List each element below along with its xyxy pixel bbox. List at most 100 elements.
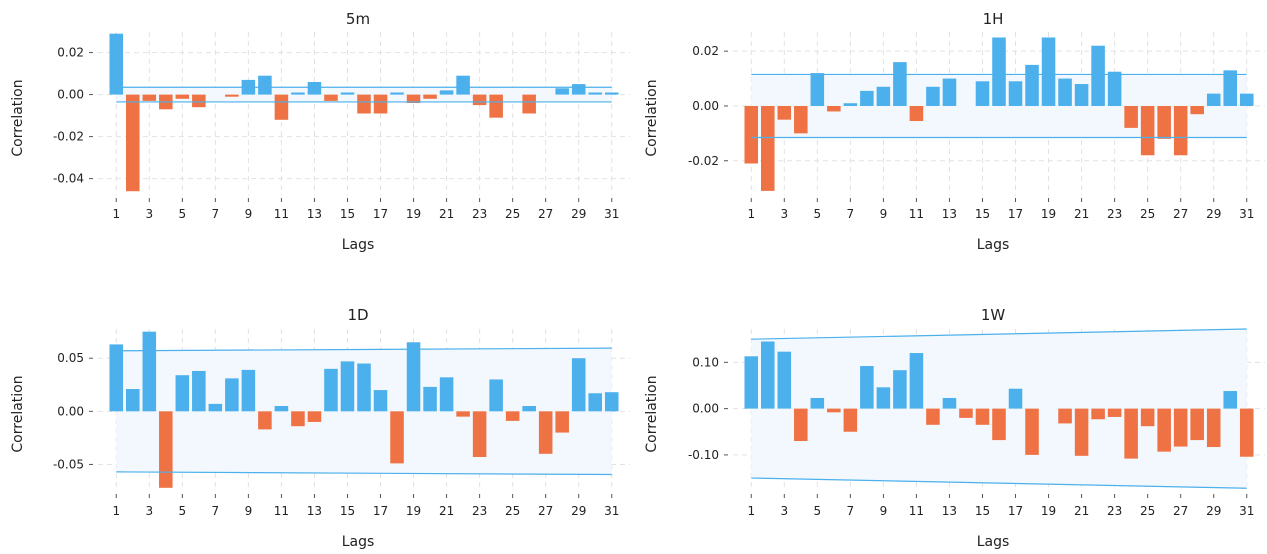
x-axis-label: Lags [342,534,375,550]
x-tick-label: 19 [1041,504,1056,518]
bar-lag-8 [225,94,239,97]
bar-lag-13 [307,411,322,422]
x-tick-label: 3 [780,207,788,221]
x-tick-label: 9 [880,207,888,221]
bar-lag-29 [571,358,586,412]
confidence-upper-line [751,328,1247,340]
x-tick-label: 5 [179,207,187,221]
x-tick-label: 11 [274,207,289,221]
bar-lag-26 [522,406,536,412]
x-tick-label: 23 [472,207,487,221]
bars [744,37,1254,191]
x-tick-label: 15 [340,207,355,221]
bar-lag-23 [472,94,487,106]
chart-title: 1H [983,10,1004,28]
bar-lag-11 [909,353,924,409]
bar-lag-30 [1223,70,1237,106]
bar-lag-10 [258,75,272,95]
x-tick-label: 31 [1239,207,1254,221]
bar-lag-2 [126,389,140,412]
bar-lag-10 [893,370,907,409]
bar-lag-29 [1206,93,1221,106]
bar-lag-29 [1206,408,1221,448]
bar-lag-26 [1157,105,1171,139]
y-axis-label: Correlation [644,375,660,452]
bar-lag-12 [926,408,940,425]
x-tick-label: 3 [145,504,153,518]
bar-lag-17 [373,390,388,412]
bar-lag-3 [777,351,792,409]
bar-lag-3 [777,105,792,120]
y-tick-label: 0.10 [692,355,719,369]
x-tick-label: 25 [505,207,520,221]
confidence-upper-line [116,347,612,352]
bar-lag-18 [1025,408,1039,455]
bar-lag-22 [1091,408,1105,420]
y-tick-label: -0.04 [53,172,84,186]
bar-lag-10 [893,62,907,106]
x-tick-label: 11 [909,207,924,221]
bar-lag-18 [1025,64,1039,106]
bar-lag-31 [604,392,619,412]
x-tick-label: 29 [571,207,586,221]
bar-lag-5 [175,94,190,99]
x-tick-label: 25 [1140,207,1155,221]
x-tick-label: 13 [307,504,322,518]
y-tick-label: 0.02 [692,44,719,58]
bar-lag-5 [175,375,190,412]
x-tick-label: 29 [1206,504,1221,518]
bar-lag-1 [744,356,759,409]
bar-lag-4 [794,408,808,442]
x-tick-label: 11 [274,504,289,518]
bar-lag-27 [538,411,553,454]
bar-lag-15 [975,408,990,425]
bar-lag-13 [942,397,957,409]
x-axis-label: Lags [342,237,375,253]
bars [109,331,619,488]
bar-lag-17 [1008,81,1023,106]
x-tick-label: 5 [814,504,822,518]
bar-lag-4 [159,411,173,488]
x-tick-label: 25 [1140,504,1155,518]
bar-lag-19 [406,342,421,412]
x-tick-label: 27 [538,504,553,518]
bar-lag-8 [860,366,874,409]
bar-lag-31 [604,92,619,95]
bars [744,341,1254,459]
bar-lag-7 [843,103,858,106]
x-tick-label: 9 [245,207,253,221]
bar-lag-31 [1239,408,1254,457]
x-tick-label: 7 [212,504,220,518]
x-tick-label: 15 [975,504,990,518]
bar-lag-21 [439,377,454,412]
bar-lag-23 [1107,408,1122,417]
x-tick-label: 21 [439,207,454,221]
x-tick-label: 25 [505,504,520,518]
y-tick-label: 0.05 [57,351,84,365]
x-tick-label: 21 [439,504,454,518]
bar-lag-29 [571,84,586,95]
bar-lag-22 [1091,45,1105,106]
x-tick-label: 1 [112,207,120,221]
x-tick-label: 13 [942,207,957,221]
bar-lag-3 [142,94,157,101]
x-tick-label: 13 [307,207,322,221]
bar-lag-2 [761,341,775,409]
x-tick-label: 23 [1107,504,1122,518]
bar-lag-21 [439,90,454,95]
chart-1W: 1W Lags Correlation 0.100.00-0.101 3 5 7 9 11… [644,306,1265,550]
chart-1D: 1D Lags Correlation 0.050.00-0.051 3 5 7 9 11… [10,306,630,550]
bar-lag-30 [588,92,602,95]
x-tick-label: 29 [571,504,586,518]
bar-lag-3 [142,331,157,412]
y-tick-label: -0.05 [53,457,84,471]
bar-lag-6 [827,408,841,413]
x-tick-label: 15 [340,504,355,518]
x-tick-label: 19 [406,504,421,518]
y-tick-label: 0.00 [692,402,719,416]
x-tick-label: 31 [604,504,619,518]
bar-lag-5 [810,397,825,409]
bar-lag-12 [291,411,305,427]
x-tick-label: 27 [538,207,553,221]
x-tick-label: 3 [780,504,788,518]
